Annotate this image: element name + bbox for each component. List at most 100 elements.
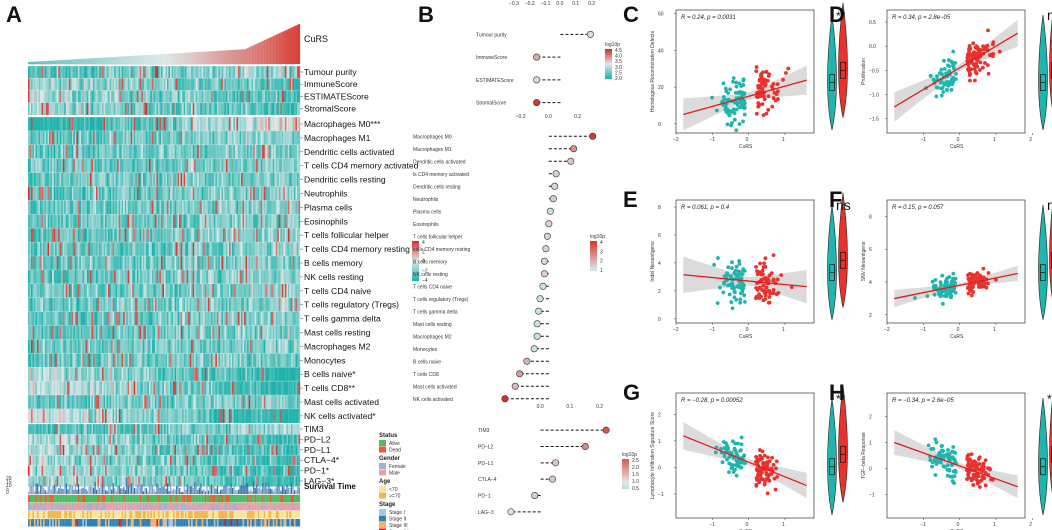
heatmap-cell	[83, 297, 86, 312]
heatmap-cell	[108, 186, 110, 201]
heatmap-cell	[200, 311, 202, 326]
heatmap-cell	[46, 424, 48, 435]
heatmap-cell	[274, 381, 276, 396]
heatmap-cell	[99, 242, 101, 257]
heatmap-cell	[189, 242, 192, 257]
heatmap-cell	[192, 186, 195, 201]
heatmap-cell	[151, 395, 154, 410]
heatmap-cell	[141, 256, 143, 271]
heatmap-cell	[40, 325, 42, 340]
heatmap-cell	[209, 90, 211, 103]
heatmap-cell	[132, 158, 134, 173]
heatmap-cell	[257, 66, 260, 79]
heatmap-cell	[244, 228, 246, 243]
heatmap-cell	[40, 353, 42, 368]
heatmap-cell	[111, 256, 113, 271]
heatmap-cell	[219, 186, 222, 201]
heatmap-cell	[272, 90, 275, 103]
heatmap-cell	[130, 242, 133, 257]
heatmap-cell	[265, 269, 267, 284]
heatmap-cell	[165, 325, 168, 340]
heatmap-cell	[296, 158, 299, 173]
heatmap-cell	[70, 339, 72, 354]
heatmap-cell	[65, 283, 68, 298]
heatmap-cell	[80, 339, 83, 354]
heatmap-cell	[227, 200, 230, 215]
heatmap-cell	[94, 283, 97, 298]
heatmap-cell	[271, 311, 273, 326]
heatmap-cell	[242, 78, 245, 91]
heatmap-cell	[260, 283, 263, 298]
heatmap-cell	[203, 130, 205, 145]
heatmap-cell	[126, 186, 128, 201]
heatmap-cell	[40, 339, 42, 354]
heatmap-cell	[179, 381, 181, 396]
heatmap-cell	[139, 283, 142, 298]
heatmap-cell	[277, 200, 279, 215]
heatmap-cell	[253, 200, 255, 215]
curs-bar	[121, 56, 124, 64]
heatmap-cell	[266, 325, 269, 340]
heatmap-cell	[142, 269, 145, 284]
heatmap-cell	[173, 78, 175, 91]
heatmap-cell	[114, 102, 116, 115]
heatmap-cell	[188, 186, 190, 201]
heatmap-cell	[176, 339, 178, 354]
heatmap-cell	[209, 339, 211, 354]
heatmap-cell	[115, 78, 118, 91]
heatmap-cell	[173, 256, 175, 271]
heatmap-cell	[37, 367, 39, 382]
curs-bar	[195, 52, 198, 64]
heatmap-cell	[53, 130, 56, 145]
heatmap-cell	[150, 66, 153, 79]
heatmap-cell	[124, 158, 127, 173]
heatmap-cell	[148, 117, 151, 132]
heatmap-cell	[105, 311, 107, 326]
curs-bar	[265, 39, 267, 64]
heatmap-cell	[82, 186, 85, 201]
heatmap-cell	[241, 228, 243, 243]
heatmap-cell	[139, 395, 142, 410]
heatmap-cell	[29, 158, 32, 173]
heatmap-cell	[292, 158, 295, 173]
heatmap-cell	[269, 297, 272, 312]
heatmap-cell	[92, 214, 95, 229]
heatmap-cell	[239, 353, 242, 368]
heatmap-cell	[105, 78, 107, 91]
heatmap-cell	[183, 172, 186, 187]
heatmap-cell	[112, 242, 115, 257]
heatmap-cell	[245, 256, 248, 271]
heatmap-cell	[83, 214, 86, 229]
heatmap-cell	[197, 186, 199, 201]
heatmap-cell	[179, 214, 181, 229]
heatmap-cell	[37, 297, 39, 312]
heatmap-cell	[65, 297, 68, 312]
heatmap-cell	[59, 214, 62, 229]
heatmap-cell	[40, 78, 42, 91]
heatmap-cell	[289, 339, 292, 354]
heatmap-cell	[259, 78, 261, 91]
heatmap-cell	[257, 395, 260, 410]
heatmap-cell	[28, 78, 30, 91]
heatmap-cell	[182, 144, 184, 159]
heatmap-cell	[147, 424, 150, 435]
heatmap-cell	[250, 297, 252, 312]
heatmap-cell	[117, 66, 119, 79]
heatmap-cell	[111, 269, 113, 284]
heatmap-cell	[58, 297, 60, 312]
heatmap-cell	[123, 395, 125, 410]
heatmap-cell	[290, 158, 293, 173]
heatmap-cell	[230, 117, 233, 132]
heatmap-cell	[207, 144, 210, 159]
heatmap-cell	[183, 408, 186, 423]
heatmap-cell	[219, 200, 222, 215]
heatmap-cell	[102, 381, 104, 396]
heatmap-cell	[162, 395, 165, 410]
heatmap-cell	[49, 172, 51, 187]
heatmap-cell	[43, 325, 45, 340]
heatmap-cell	[108, 214, 110, 229]
heatmap-cell	[195, 130, 198, 145]
heatmap-cell	[283, 297, 286, 312]
heatmap-cell	[41, 424, 44, 435]
heatmap-cell	[192, 297, 195, 312]
